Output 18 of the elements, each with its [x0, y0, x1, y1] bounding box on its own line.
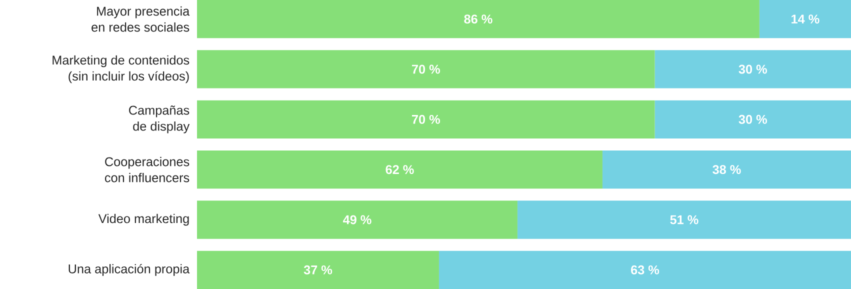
data-label: 63 %: [631, 265, 660, 274]
y-tick-label: Cooperaciones con influencers: [104, 156, 190, 182]
data-label: 30 %: [738, 114, 767, 124]
data-label: 14 %: [792, 14, 820, 24]
data-label: 70 %: [412, 114, 440, 124]
data-label: 37 %: [304, 265, 332, 274]
data-label: 49 %: [342, 215, 372, 224]
data-label: 51 %: [670, 215, 698, 224]
data-label: 30 %: [738, 64, 767, 74]
y-tick-label: Campañas de display: [129, 106, 190, 134]
data-label: 38 %: [712, 165, 741, 174]
data-label: 86 %: [464, 14, 492, 24]
y-tick-label: Una aplicación propia: [68, 264, 190, 276]
data-label: 62 %: [386, 165, 414, 174]
y-tick-label: Mayor presencia en redes sociales: [92, 6, 190, 32]
y-tick-label: Video marketing: [98, 214, 189, 226]
y-tick-label: Marketing de contenidos (sin incluir los vídeos): [52, 55, 190, 84]
data-label: 70 %: [412, 64, 440, 74]
